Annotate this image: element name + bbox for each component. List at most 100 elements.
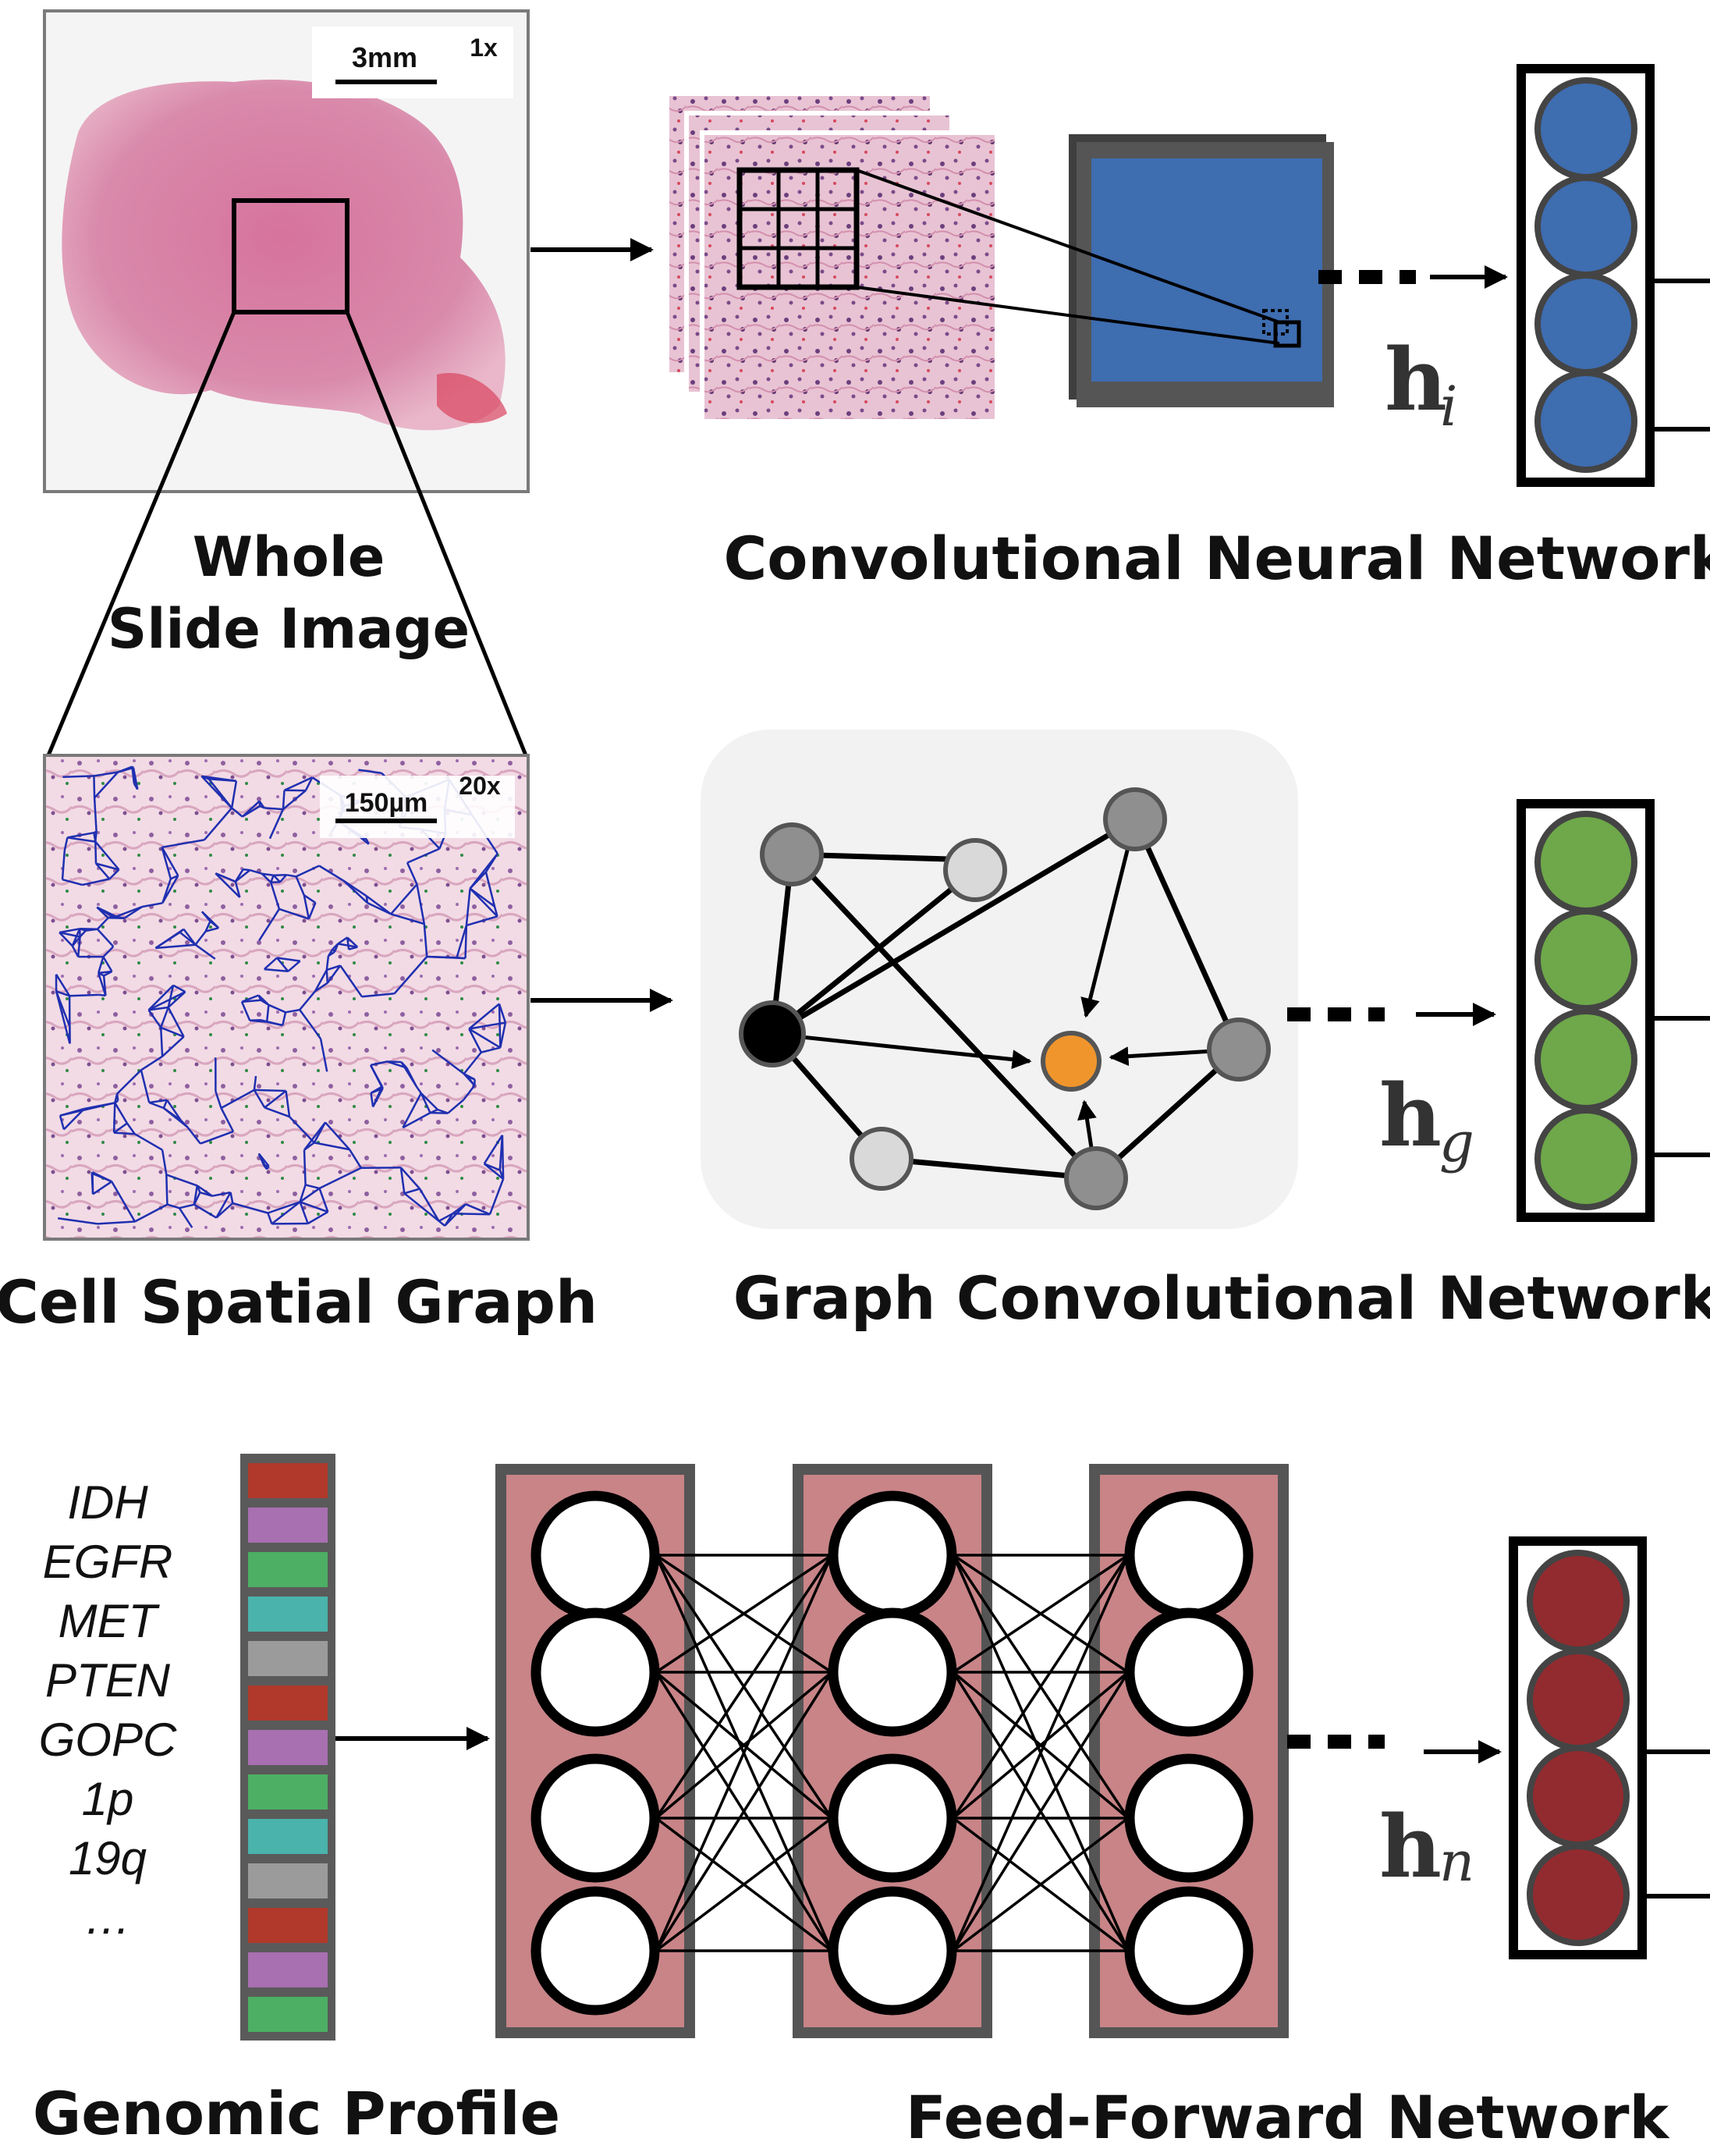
cell-graph-edge (299, 1187, 321, 1203)
projection-line-top (856, 169, 1280, 324)
gcn-node (1103, 787, 1167, 851)
gcn-node (943, 838, 1007, 902)
cell-graph-edge (253, 1075, 257, 1091)
ffn-diagram (495, 1464, 1289, 2038)
ffn-neuron (530, 1607, 660, 1737)
cell-graph-edge (94, 841, 98, 864)
cell-graph-edge (299, 1009, 314, 1029)
cell-graph-edge (193, 1203, 217, 1219)
cell-graph-edge (268, 808, 285, 840)
cell-graph-edge (312, 1027, 322, 1040)
cell-graph-edge (303, 894, 310, 919)
cell-graph-edge (258, 908, 280, 941)
cell-graph-edge (67, 831, 94, 839)
cell-graph-edge (387, 1060, 402, 1064)
cell-graph-edge (267, 1201, 301, 1214)
cell-graph-edge (96, 928, 115, 947)
cell-graph-edge (393, 956, 428, 995)
cell-graph-edge (332, 943, 339, 950)
cnn-feature-subscript: i (1440, 375, 1457, 439)
gcn-target-node (1041, 1031, 1102, 1092)
cell-graph-edge (430, 1111, 449, 1114)
cell-graph-edge (483, 1135, 503, 1165)
cell-graph-edge (115, 1093, 119, 1101)
cell-graph-edge (97, 1220, 135, 1225)
cell-graph-edge (102, 946, 115, 958)
ffn-connection (952, 1671, 1130, 1820)
cell-graph-edge (406, 847, 440, 864)
cell-graph-edge (464, 925, 468, 959)
cell-graph-edge (420, 1092, 431, 1114)
cell-graph-edge (295, 876, 305, 896)
genomic-segment (248, 1863, 328, 1898)
gcn-vector-node (1534, 1107, 1637, 1210)
cell-graph-edge (276, 957, 300, 962)
cell-graph-edge (406, 862, 418, 885)
ffn-neuron (530, 1490, 660, 1620)
ffn-vector-node (1527, 1648, 1630, 1751)
cell-graph-edge (108, 868, 120, 880)
ffn-neuron (1124, 1753, 1254, 1883)
cell-graph-edge (253, 1089, 266, 1109)
cell-graph-edge (160, 1026, 185, 1038)
gcn-vector-node (1534, 1008, 1637, 1111)
ffn-vector-node (1527, 1843, 1630, 1946)
ffn-output-arrow (1287, 1735, 1502, 1764)
ffn-vector-node (1527, 1550, 1630, 1653)
cell-graph-edge (456, 925, 468, 958)
ffn-connection (953, 1554, 1129, 1674)
wsi-label-line1: Whole (193, 525, 385, 589)
cell-graph-edge (325, 956, 330, 971)
cell-graph-edge (167, 991, 186, 1008)
cell-graph-label: Cell Spatial Graph (0, 1267, 598, 1337)
cell-graph-edge (299, 990, 316, 1011)
cell-graph-edge (263, 957, 278, 971)
gene-label: 19q (69, 1832, 147, 1884)
graph-magnification: 20x (459, 772, 501, 800)
cell-graph-edge (267, 1213, 273, 1224)
cell-graph-edge (415, 1085, 422, 1094)
gene-label: PTEN (45, 1654, 171, 1707)
cell-graph-edge (264, 1090, 287, 1109)
gcn-feature-symbol: h (1379, 1065, 1442, 1166)
cell-graph-edge (370, 1085, 383, 1094)
cnn-feature-symbol: h (1385, 329, 1447, 430)
cell-graph-edge (165, 1174, 169, 1205)
cell-graph-edge (264, 1106, 290, 1118)
cell-graph-edge (370, 1092, 374, 1107)
cell-graph-edge (220, 1089, 255, 1110)
cell-graph-edge (163, 1106, 182, 1121)
cell-graph-edge (468, 1028, 501, 1049)
cell-graph-edge (501, 1135, 505, 1179)
wsi-scale-text: 3mm (352, 41, 417, 73)
feature-map-cell-dashed (1262, 309, 1289, 336)
genomic-segment (248, 1908, 328, 1943)
cnn-vector-node (1534, 175, 1637, 278)
cell-graph-edge (147, 1009, 162, 1028)
cell-graph-edge (215, 1192, 232, 1219)
cell-graph-edge (303, 894, 317, 904)
cell-graph-edge (220, 1107, 235, 1132)
cell-graph-edge (94, 771, 119, 799)
cell-graph-edge (452, 1213, 491, 1216)
cell-graph-edge (91, 1172, 112, 1183)
wsi-magnification: 1x (470, 34, 498, 62)
gcn-node (1207, 1018, 1271, 1082)
ffn-connection (655, 1817, 833, 1952)
cell-graph-edge (468, 1003, 500, 1030)
cell-graph-edge (420, 1092, 438, 1110)
cell-graph-edge (240, 1001, 251, 1021)
cell-graph-edge (282, 1012, 287, 1026)
cell-graph-edge (59, 928, 80, 934)
cell-graph-edge (92, 1181, 112, 1195)
cell-graph-edge (114, 1102, 128, 1124)
cell-graph-edge (361, 993, 395, 998)
cnn-vector-node (1534, 370, 1637, 473)
cell-graph-panel: 150µm 20x (43, 754, 530, 1241)
cell-graph-edge (463, 1073, 476, 1086)
cell-graph-edge (183, 929, 197, 946)
cell-graph-edge (167, 1203, 180, 1209)
genomic-segments (248, 1463, 328, 2032)
cell-graph-edge (159, 1027, 164, 1057)
cell-graph-edge (205, 926, 219, 932)
